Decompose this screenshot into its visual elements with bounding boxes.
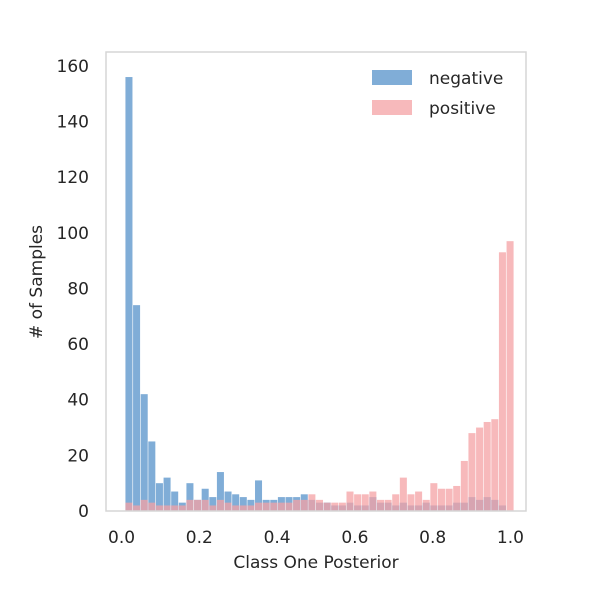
x-tick-label: 0.6 xyxy=(341,528,368,548)
negative-bar xyxy=(171,491,179,511)
positive-bar xyxy=(453,485,461,511)
negative-bar xyxy=(186,483,194,511)
positive-bar xyxy=(354,494,362,511)
positive-bar xyxy=(369,491,377,511)
positive-bar xyxy=(148,502,156,511)
positive-bar xyxy=(308,494,316,511)
x-tick-labels: 0.0 0.2 0.4 0.6 0.8 1.0 xyxy=(108,528,524,548)
positive-bar xyxy=(460,460,468,511)
negative-bar xyxy=(239,497,247,511)
positive-bar xyxy=(399,477,407,511)
y-tick-label: 160 xyxy=(57,57,89,77)
negative-bar xyxy=(155,483,163,511)
positive-bar xyxy=(125,502,133,511)
negative-bar xyxy=(247,499,255,511)
positive-bar xyxy=(247,505,255,511)
x-tick-label: 0.2 xyxy=(186,528,213,548)
x-tick-label: 0.0 xyxy=(108,528,135,548)
x-tick-label: 1.0 xyxy=(497,528,524,548)
positive-bar xyxy=(133,505,141,511)
positive-bar xyxy=(186,499,194,511)
positive-bar xyxy=(338,502,346,511)
positive-bar xyxy=(316,499,324,511)
negative-bar xyxy=(148,441,156,511)
positive-bar xyxy=(437,488,445,511)
positive-bar xyxy=(293,499,301,511)
positive-bar xyxy=(430,483,438,511)
positive-bar xyxy=(239,505,247,511)
legend-label-positive: positive xyxy=(429,99,496,119)
x-tick-label: 0.8 xyxy=(419,528,446,548)
positive-bar xyxy=(140,499,148,511)
positive-bar xyxy=(346,491,354,511)
negative-bar xyxy=(216,472,224,511)
negative-bar xyxy=(133,305,141,511)
y-tick-label: 140 xyxy=(57,113,89,133)
positive-bar xyxy=(285,502,293,511)
positive-bar xyxy=(376,499,384,511)
negative-bar xyxy=(255,480,263,511)
y-tick-label: 80 xyxy=(67,279,89,299)
positive-bar xyxy=(232,505,240,511)
positive-bar xyxy=(468,433,476,511)
positive-bar xyxy=(491,419,499,511)
positive-bar xyxy=(201,499,209,511)
positive-bar xyxy=(171,505,179,511)
y-tick-label: 0 xyxy=(78,502,89,522)
positive-bar xyxy=(277,502,285,511)
positive-bar xyxy=(483,421,491,511)
plot-frame xyxy=(105,51,527,512)
positive-bar xyxy=(392,494,400,511)
positive-bar xyxy=(163,505,171,511)
negative-bar xyxy=(232,494,240,511)
positive-bar xyxy=(216,499,224,511)
negative-bars xyxy=(125,77,506,511)
negative-bar xyxy=(125,77,133,511)
positive-bar xyxy=(255,502,263,511)
y-axis-label: # of Samples xyxy=(27,225,47,339)
y-tick-label: 20 xyxy=(67,446,89,466)
y-tick-label: 40 xyxy=(67,391,89,411)
positive-bar xyxy=(300,499,308,511)
positive-bar xyxy=(178,505,186,511)
y-tick-label: 100 xyxy=(57,224,89,244)
positive-bar xyxy=(361,494,369,511)
y-tick-label: 120 xyxy=(57,168,89,188)
positive-bar xyxy=(155,505,163,511)
y-tick-label: 60 xyxy=(67,335,89,355)
positive-bars xyxy=(125,241,514,512)
positive-bar xyxy=(270,502,278,511)
legend-swatch-positive xyxy=(372,100,412,115)
negative-bar xyxy=(163,477,171,511)
x-axis-label: Class One Posterior xyxy=(233,553,398,573)
positive-bar xyxy=(498,252,506,512)
x-tick-label: 0.4 xyxy=(264,528,291,548)
positive-bar xyxy=(476,427,484,511)
positive-bar xyxy=(331,502,339,511)
positive-bar xyxy=(445,488,453,511)
positive-bar xyxy=(384,499,392,511)
positive-bar xyxy=(262,502,270,511)
negative-bar xyxy=(140,394,148,511)
positive-bar xyxy=(422,499,430,511)
positive-bar xyxy=(415,491,423,511)
legend-swatch-negative xyxy=(372,70,412,85)
positive-bar xyxy=(323,502,331,511)
negative-bar xyxy=(224,491,232,511)
positive-bar xyxy=(209,505,217,511)
positive-bar xyxy=(407,494,415,511)
negative-bar xyxy=(209,497,217,511)
positive-bar xyxy=(506,241,514,511)
y-tick-labels: 0 20 40 60 80 100 120 140 160 xyxy=(57,57,89,522)
positive-bar xyxy=(224,502,232,511)
legend-label-negative: negative xyxy=(429,69,503,89)
positive-bar xyxy=(194,499,202,511)
legend: negative positive xyxy=(372,69,503,119)
